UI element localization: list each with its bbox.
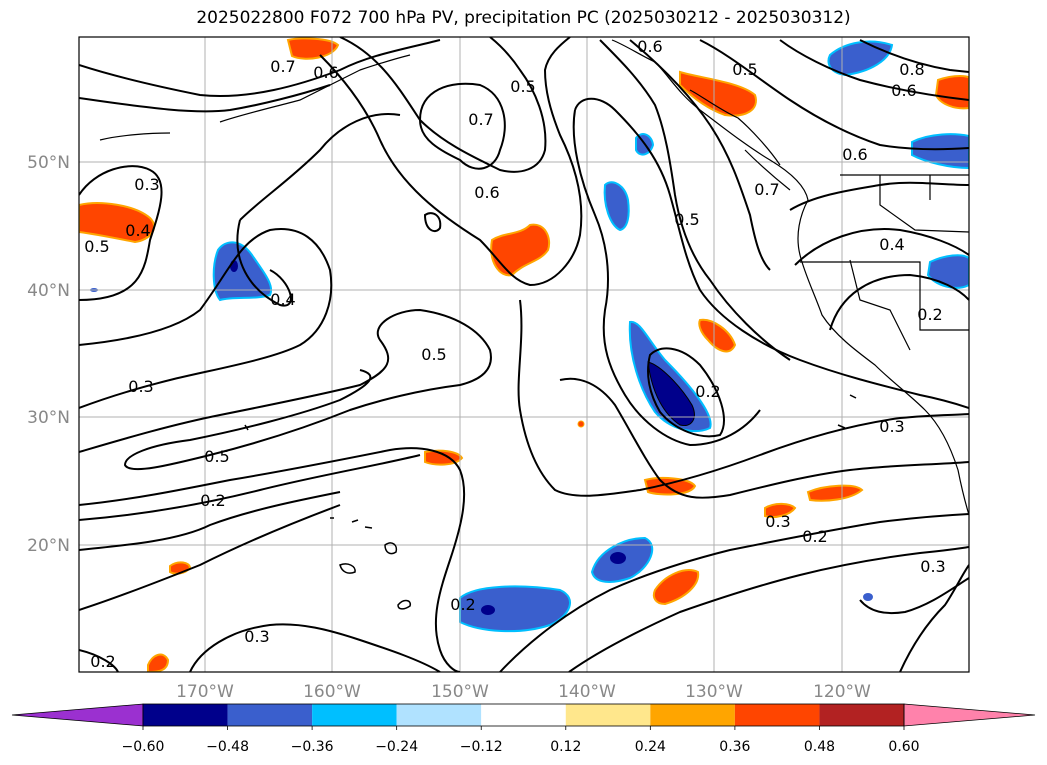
contour-label: 0.6: [842, 145, 867, 164]
precip-strong-negative-area: [481, 605, 495, 615]
map-panel: 0.7 0.6 0.5 0.7 0.5 0.8 0.6 0.6 0.3 0.4 …: [78, 36, 970, 673]
colorbar-segment: [312, 704, 397, 726]
colorbar-tick-label: −0.48: [206, 739, 249, 755]
precip-positive-area: [806, 484, 864, 502]
contour-label: 0.6: [637, 37, 662, 56]
colorbar-tick-label: −0.60: [122, 739, 165, 755]
precip-positive-area: [679, 70, 757, 117]
contour-label: 0.4: [879, 235, 904, 254]
colorbar-segment: [650, 704, 735, 726]
colorbar-extend-min: [11, 703, 144, 727]
precip-positive-area: [286, 37, 340, 60]
contour-label: 0.2: [695, 382, 720, 401]
contour-label: 0.3: [879, 417, 904, 436]
latitude-labels: 50°N 40°N 30°N 20°N: [27, 153, 70, 556]
contour-label: 0.8: [899, 60, 924, 79]
colorbar-tick-label: 0.36: [719, 739, 750, 755]
contour-label: 0.6: [891, 81, 916, 100]
longitude-labels: 170°W 160°W 150°W 140°W 130°W 120°W: [176, 682, 871, 702]
precip-negative-area: [827, 40, 894, 77]
colorbar-tick-label: −0.24: [375, 739, 418, 755]
colorbar-segment: [819, 704, 904, 726]
precip-negative-area: [911, 133, 969, 170]
contour-label: 0.4: [270, 290, 295, 309]
lat-label: 40°N: [27, 281, 70, 301]
map-frame: [78, 36, 970, 673]
contour-label: 0.5: [84, 237, 109, 256]
precip-negative-area: [459, 585, 572, 633]
colorbar-segment: [481, 704, 566, 726]
precip-positive-area: [490, 223, 550, 277]
lon-label: 160°W: [303, 682, 361, 702]
precip-positive-area: [652, 569, 700, 606]
colorbar-segments: [11, 703, 1036, 727]
colorbar-tick-label: −0.36: [291, 739, 334, 755]
contour-label: 0.3: [128, 377, 153, 396]
contour-label: 0.5: [510, 77, 535, 96]
contour-label: 0.3: [920, 557, 945, 576]
colorbar-outline: [142, 703, 905, 727]
contour-label: 0.2: [90, 652, 115, 671]
contour-label: 0.2: [917, 305, 942, 324]
map-background: [79, 37, 969, 672]
contour-label: 0.4: [125, 221, 150, 240]
contour-label: 0.7: [270, 57, 295, 76]
precip-shading: [79, 37, 969, 672]
contour-label: 0.7: [754, 180, 779, 199]
contour-label: 0.2: [802, 527, 827, 546]
precip-positive-area: [764, 502, 797, 518]
contour-label: 0.5: [204, 447, 229, 466]
colorbar-segment: [227, 704, 313, 726]
lat-label: 20°N: [27, 536, 70, 556]
colorbar-segment: [734, 704, 820, 726]
coastlines: [99, 39, 969, 516]
colorbar-tick-label: 0.12: [550, 739, 581, 755]
colorbar-tick-label: 0.48: [804, 739, 835, 755]
precip-positive-area: [643, 477, 697, 496]
colorbar: −0.60 −0.48 −0.36 −0.24 −0.12 0.12 0.24 0.36 0.4…: [11, 703, 1036, 755]
contour-labels: 0.7 0.6 0.5 0.7 0.5 0.8 0.6 0.6 0.3 0.4 …: [84, 37, 945, 671]
contour-label: 0.5: [421, 345, 446, 364]
map-title: 2025022800 F072 700 hPa PV, precipitatio…: [196, 8, 851, 28]
contour-label: 0.3: [244, 627, 269, 646]
lon-label: 150°W: [431, 682, 489, 702]
contour-label: 0.6: [313, 63, 338, 82]
contour-label: 0.7: [468, 110, 493, 129]
colorbar-ticks: −0.60 −0.48 −0.36 −0.24 −0.12 0.12 0.24 0.36 0.4…: [122, 726, 920, 755]
precip-strong-negative-area: [610, 552, 626, 564]
colorbar-extend-max: [903, 703, 1036, 727]
islands: [244, 394, 857, 610]
colorbar-segment: [396, 704, 482, 726]
colorbar-segment: [565, 704, 651, 726]
contour-label: 0.2: [200, 491, 225, 510]
contour-label: 0.5: [674, 210, 699, 229]
colorbar-tick-label: 0.60: [888, 739, 919, 755]
lon-label: 170°W: [176, 682, 234, 702]
colorbar-segment: [143, 704, 228, 726]
precip-positive-area: [934, 75, 969, 110]
colorbar-tick-label: 0.24: [635, 739, 666, 755]
contour-label: 0.3: [765, 512, 790, 531]
lon-label: 130°W: [685, 682, 743, 702]
pv-contours: [79, 37, 969, 672]
lat-label: 50°N: [27, 153, 70, 173]
contour-label: 0.6: [474, 183, 499, 202]
colorbar-tick-label: −0.12: [460, 739, 503, 755]
precip-positive-area: [698, 318, 737, 353]
precip-negative-area: [603, 181, 630, 232]
contour-label: 0.3: [134, 175, 159, 194]
contour-label: 0.2: [450, 595, 475, 614]
precip-positive-area: [577, 420, 585, 428]
lat-label: 30°N: [27, 408, 70, 428]
precip-negative-area: [863, 593, 873, 601]
contour-label: 0.5: [732, 60, 757, 79]
precip-strong-negative-area: [647, 361, 695, 427]
lon-label: 140°W: [558, 682, 616, 702]
precip-positive-area: [424, 449, 464, 466]
lon-label: 120°W: [813, 682, 871, 702]
